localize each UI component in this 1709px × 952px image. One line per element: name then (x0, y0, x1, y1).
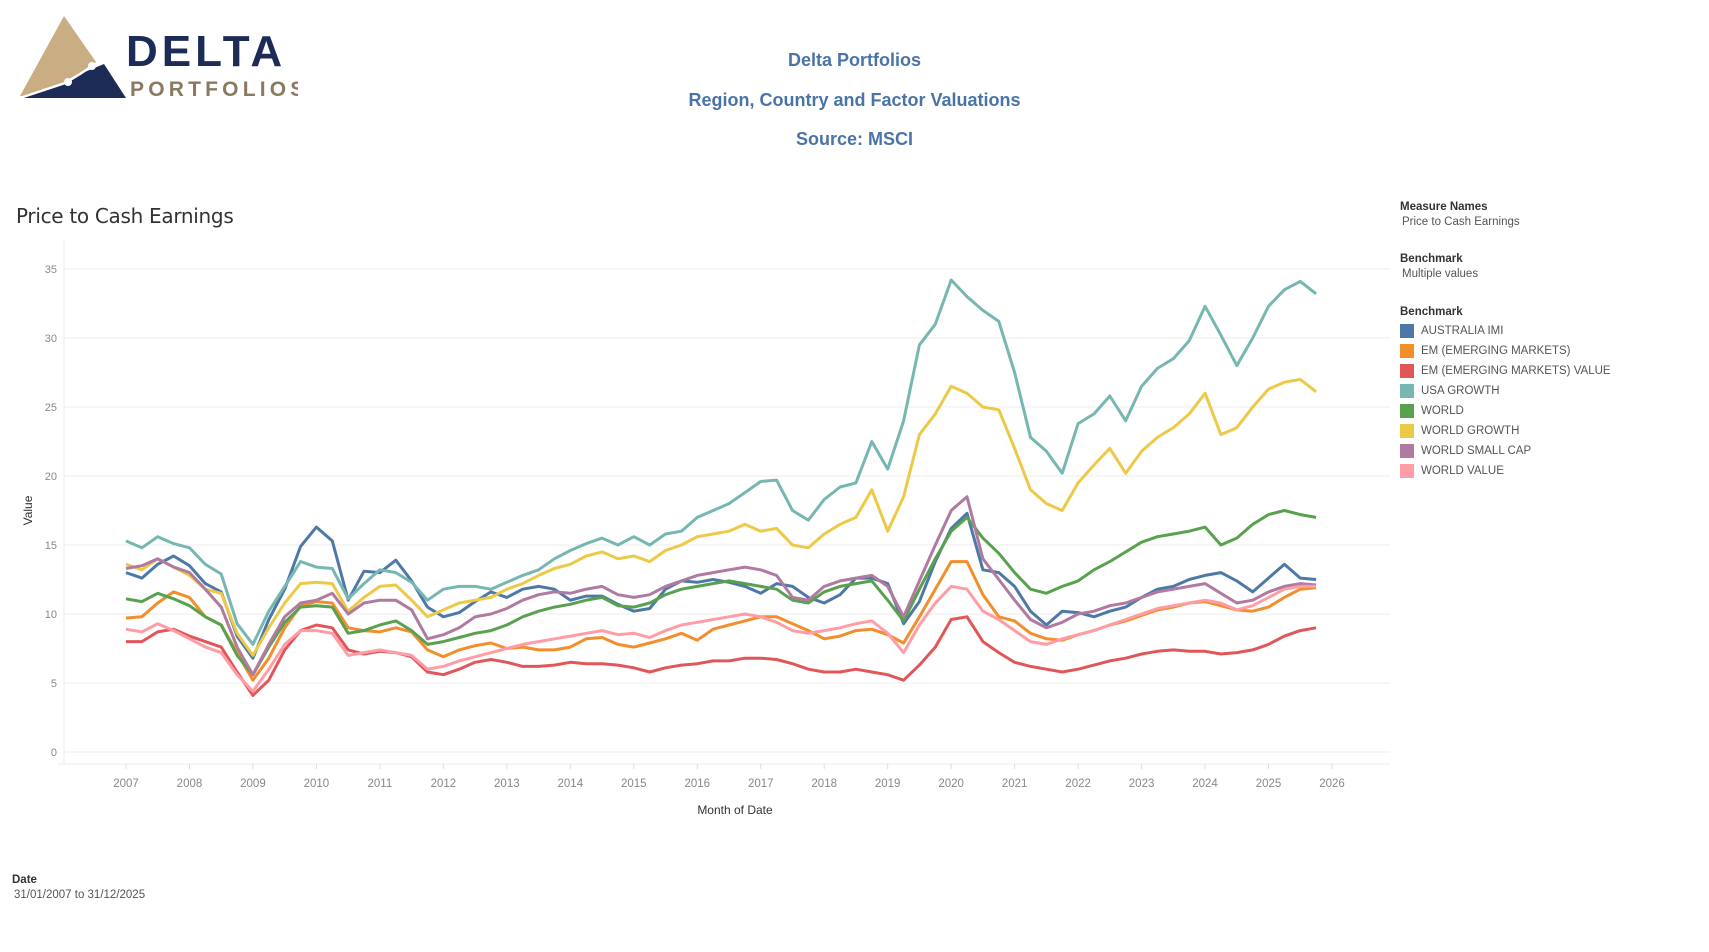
x-tick-label: 2018 (811, 778, 837, 790)
x-tick-label: 2016 (684, 778, 710, 790)
logo-mark-icon: DELTA PORTFOLIOS (19, 16, 304, 101)
logo-word-delta: DELTA (126, 27, 286, 76)
logo-dot-1 (64, 78, 72, 86)
y-tick-label: 35 (45, 264, 57, 276)
legend-item[interactable]: AUSTRALIA IMI (1400, 321, 1611, 341)
x-tick-label: 2007 (113, 778, 139, 790)
legend-label: EM (EMERGING MARKETS) VALUE (1421, 365, 1611, 377)
date-filter-value[interactable]: 31/01/2007 to 31/12/2025 (14, 889, 146, 901)
x-tick-label: 2009 (240, 778, 266, 790)
legend-swatch-icon (1400, 404, 1414, 418)
legend-label: WORLD SMALL CAP (1421, 445, 1532, 457)
y-tick-label: 30 (45, 333, 57, 345)
series-line-australia-imi[interactable] (125, 511, 1317, 660)
legend-label: AUSTRALIA IMI (1421, 325, 1504, 337)
x-tick-label: 2017 (748, 778, 774, 790)
header-subtitle: Region, Country and Factor Valuations (688, 90, 1021, 110)
x-tick-label: 2008 (177, 778, 203, 790)
logo-dot-2 (88, 62, 96, 70)
y-tick-label: 0 (51, 747, 57, 759)
legend-swatch-icon (1400, 384, 1414, 398)
legend-swatch-icon (1400, 324, 1414, 338)
x-tick-label: 2024 (1192, 778, 1218, 790)
series-line-usa-growth[interactable] (125, 278, 1318, 646)
gridlines (58, 240, 1390, 765)
x-tick-label: 2011 (368, 778, 393, 790)
y-tick-label: 20 (45, 471, 57, 483)
legend-label: EM (EMERGING MARKETS) (1421, 345, 1571, 357)
benchmark-filter-value[interactable]: Multiple values (1402, 268, 1479, 280)
x-tick-label: 2022 (1065, 778, 1091, 790)
x-tick-label: 2012 (431, 778, 457, 790)
x-tick-label: 2019 (875, 778, 901, 790)
x-tick-label: 2013 (494, 778, 520, 790)
header-source: Source: MSCI (795, 129, 914, 149)
legend-swatch-icon (1400, 424, 1414, 438)
x-tick-label: 2023 (1129, 778, 1155, 790)
legend-label: WORLD (1421, 405, 1464, 417)
benchmark-legend: Benchmark AUSTRALIA IMI EM (EMERGING MARK… (1400, 306, 1611, 481)
legend-item[interactable]: WORLD VALUE (1400, 461, 1611, 481)
measure-names-label: Measure Names (1400, 201, 1488, 213)
x-tick-label: 2014 (558, 778, 584, 790)
y-axis-ticks: 0 5 10 15 20 25 30 35 (45, 264, 57, 759)
x-tick-label: 2010 (304, 778, 330, 790)
legend-item[interactable]: WORLD SMALL CAP (1400, 441, 1611, 461)
benchmark-legend-label: Benchmark (1400, 306, 1463, 318)
x-tick-label: 2015 (621, 778, 647, 790)
series-lines (125, 278, 1318, 697)
y-tick-label: 15 (45, 540, 57, 552)
series-line-em-emerging-markets-value[interactable] (126, 615, 1317, 697)
legend-item[interactable]: WORLD (1400, 401, 1611, 421)
series-line-world-growth[interactable] (125, 377, 1318, 657)
header-title: Delta Portfolios (787, 50, 921, 70)
x-tick-label: 2026 (1319, 778, 1345, 790)
legend-item[interactable]: EM (EMERGING MARKETS) VALUE (1400, 361, 1611, 381)
benchmark-filter-label: Benchmark (1400, 253, 1463, 265)
legend-swatch-icon (1400, 464, 1414, 478)
date-filter-label: Date (12, 874, 37, 886)
y-axis-label: Value (21, 495, 35, 525)
series-line-world[interactable] (125, 509, 1317, 677)
x-tick-label: 2021 (1002, 778, 1028, 790)
x-axis-label: Month of Date (697, 803, 773, 817)
logo-word-portfolios: PORTFOLIOS (130, 78, 298, 101)
y-tick-label: 10 (45, 609, 57, 621)
legend-swatch-icon (1400, 444, 1414, 458)
delta-portfolios-logo: DELTA PORTFOLIOS (18, 14, 304, 104)
measure-names-filter[interactable]: Measure Names Price to Cash Earnings (1400, 201, 1520, 228)
measure-names-value[interactable]: Price to Cash Earnings (1402, 216, 1520, 228)
series-line-world-small-cap[interactable] (125, 495, 1317, 677)
benchmark-filter[interactable]: Benchmark Multiple values (1400, 253, 1478, 280)
legend-item[interactable]: USA GROWTH (1400, 381, 1611, 401)
legend-swatch-icon (1400, 364, 1414, 378)
y-tick-label: 25 (45, 402, 57, 414)
legend-swatch-icon (1400, 344, 1414, 358)
y-tick-label: 5 (51, 678, 57, 690)
legend-items: AUSTRALIA IMI EM (EMERGING MARKETS) EM (EM… (1400, 321, 1611, 481)
series-line-world-value[interactable] (125, 584, 1317, 693)
legend-item[interactable]: WORLD GROWTH (1400, 421, 1611, 441)
legend-label: WORLD VALUE (1421, 465, 1504, 477)
legend-label: WORLD GROWTH (1421, 425, 1520, 437)
x-axis-ticks: 2007 2008 2009 2010 2011 2012 2013 2014 2015 2016… (113, 764, 1345, 790)
legend-item[interactable]: EM (EMERGING MARKETS) (1400, 341, 1611, 361)
x-tick-label: 2020 (938, 778, 964, 790)
date-filter[interactable]: Date 31/01/2007 to 31/12/2025 (12, 874, 145, 901)
legend-label: USA GROWTH (1421, 385, 1500, 397)
x-tick-label: 2025 (1256, 778, 1282, 790)
chart-title: Price to Cash Earnings (16, 204, 234, 228)
